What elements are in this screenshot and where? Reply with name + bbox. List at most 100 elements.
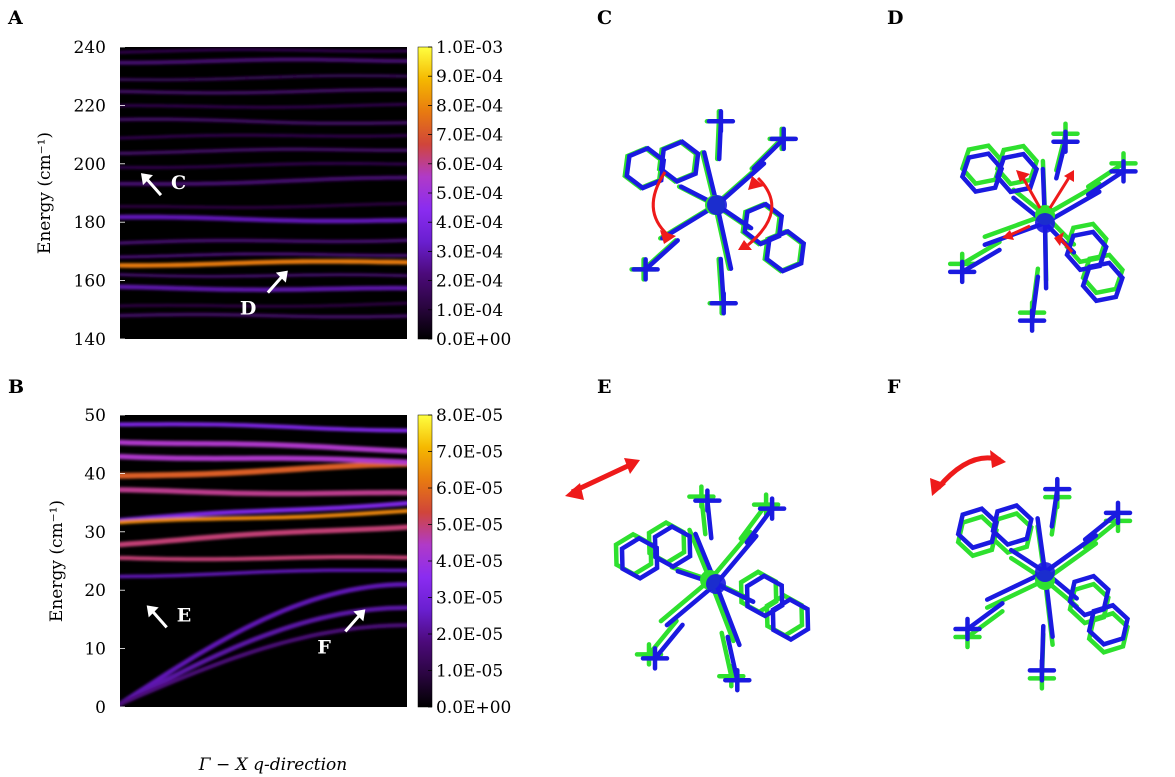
- heatmap-b-band: [120, 623, 407, 707]
- heatmap-b-band: [120, 487, 407, 497]
- heatmap-a-band: [120, 161, 407, 169]
- motion-arrow: [1054, 232, 1074, 253]
- molecule-structure-e: [565, 458, 811, 693]
- heatmap-b-y-ticks: 0 10 20 30 40 50: [84, 406, 125, 718]
- metal-atom-blue: [1035, 562, 1055, 582]
- heatmap-a-band: [120, 252, 407, 259]
- colorbar-tick-label: 0.0E+00: [436, 330, 511, 350]
- colorbar-tick-label: 4.0E-05: [436, 552, 503, 572]
- colorbar-tick-label: 7.0E-05: [436, 443, 503, 463]
- heatmap-b-annotations: EF: [146, 604, 366, 658]
- motion-arrow: [651, 171, 676, 244]
- colorbar-tick-label: 8.0E-04: [436, 96, 503, 116]
- heatmap-a-annotations: CD: [140, 172, 288, 320]
- heatmap-b-bands: [120, 422, 407, 707]
- panel-label-c: C: [597, 7, 612, 29]
- panel-label-e: E: [597, 376, 611, 398]
- y-tick-label: 180: [74, 213, 106, 233]
- heatmap-b-band: [120, 453, 407, 465]
- panel-label-a: A: [7, 7, 23, 29]
- y-tick-label: 20: [84, 581, 106, 601]
- colorbar-tick-label: 2.0E-05: [436, 625, 503, 645]
- colorbar-tick-label: 9.0E-04: [436, 67, 503, 87]
- heatmap-a-band: [120, 87, 407, 95]
- heatmap-a-bands: [120, 48, 407, 319]
- heatmap-a-band: [120, 301, 407, 308]
- svg-text:E: E: [177, 604, 191, 626]
- colorbar-tick-label: 3.0E-05: [436, 589, 503, 609]
- y-tick-label: 200: [74, 155, 106, 175]
- heatmap-a-band: [120, 74, 407, 82]
- heatmap-a-band: [120, 48, 407, 54]
- metal-atom-blue: [1035, 213, 1055, 233]
- heatmap-a-band: [120, 147, 407, 156]
- colorbar-tick-label: 5.0E-05: [436, 516, 503, 536]
- heatmap-b-band: [120, 524, 407, 548]
- heatmap-a-band: [120, 273, 407, 278]
- heatmap-a-band: [120, 238, 407, 245]
- motion-arrow: [1002, 224, 1031, 240]
- annotation-c: C: [140, 172, 186, 197]
- heatmap-a-band: [120, 133, 407, 140]
- heatmap-b-band: [120, 554, 407, 562]
- heatmap-b-band: [120, 422, 407, 433]
- panel-label-d: D: [887, 7, 903, 29]
- y-tick-label: 240: [74, 38, 106, 58]
- colorbar-tick-label: 1.0E-04: [436, 301, 503, 321]
- y-tick-label: 30: [84, 523, 106, 543]
- structure-blue: [624, 109, 807, 316]
- heatmap-b-band: [120, 460, 407, 479]
- heatmap-b-band: [120, 568, 407, 579]
- svg-text:C: C: [171, 172, 186, 194]
- colorbar-tick-label: 0.0E+00: [436, 698, 511, 718]
- metal-atom-blue: [706, 574, 726, 594]
- annotation-e: E: [146, 604, 191, 629]
- colorbar-tick-label: 1.0E-03: [436, 38, 503, 58]
- heatmap-a-band: [120, 202, 407, 209]
- motion-arrow: [1016, 170, 1042, 209]
- heatmap-a-band: [120, 312, 407, 319]
- heatmap-a-band: [120, 175, 407, 186]
- panel-label-f: F: [887, 376, 901, 398]
- motion-arrow: [1048, 170, 1074, 209]
- y-tick-label: 220: [74, 96, 106, 116]
- svg-text:D: D: [240, 298, 256, 320]
- annotation-f: F: [317, 609, 366, 658]
- heatmap-b-band: [120, 582, 407, 707]
- colorbar-tick-label: 1.0E-05: [436, 662, 503, 682]
- structure-blue: [953, 476, 1133, 683]
- colorbar-tick-label: 7.0E-04: [436, 126, 503, 146]
- y-tick-label: 40: [84, 464, 106, 484]
- heatmap-a-y-ticks: 140 160 180 200 220 240: [74, 38, 125, 350]
- motion-arrow: [565, 458, 640, 500]
- colorbar-tick-label: 6.0E-04: [436, 155, 503, 175]
- heatmap-b-band: [120, 508, 407, 525]
- panel-label-b: B: [8, 376, 24, 398]
- motion-arrow: [738, 176, 774, 250]
- heatmap-a-band: [120, 259, 407, 268]
- molecule-structure-d: [947, 121, 1138, 333]
- heatmap-b-band: [120, 439, 407, 454]
- colorbar-tick-label: 8.0E-05: [436, 406, 503, 426]
- molecule-structure-f: [930, 450, 1133, 691]
- colorbar-a-ticks: 0.0E+00 1.0E-04 2.0E-04 3.0E-04 4.0E-04 5.0E-…: [428, 38, 511, 350]
- colorbar-tick-label: 3.0E-04: [436, 242, 503, 262]
- colorbar-tick-label: 6.0E-05: [436, 479, 503, 499]
- y-tick-label: 0: [95, 698, 106, 718]
- colorbar-b-ticks: 0.0E+00 1.0E-05 2.0E-05 3.0E-05 4.0E-05 5.0E-…: [428, 406, 511, 718]
- heatmap-a-band: [120, 57, 407, 65]
- motion-arrow: [930, 450, 1006, 496]
- y-tick-label: 50: [84, 406, 106, 426]
- colorbar-tick-label: 4.0E-04: [436, 213, 503, 233]
- shared-xlabel: Γ − X q-direction: [198, 755, 347, 775]
- heatmap-a-band: [120, 284, 407, 293]
- y-tick-label: 10: [84, 640, 106, 660]
- annotation-d: D: [240, 270, 288, 320]
- heatmap-a-band: [120, 117, 407, 126]
- heatmap-b-band: [120, 500, 407, 523]
- molecule-structure-c: [622, 109, 807, 316]
- colorbar-tick-label: 5.0E-04: [436, 184, 503, 204]
